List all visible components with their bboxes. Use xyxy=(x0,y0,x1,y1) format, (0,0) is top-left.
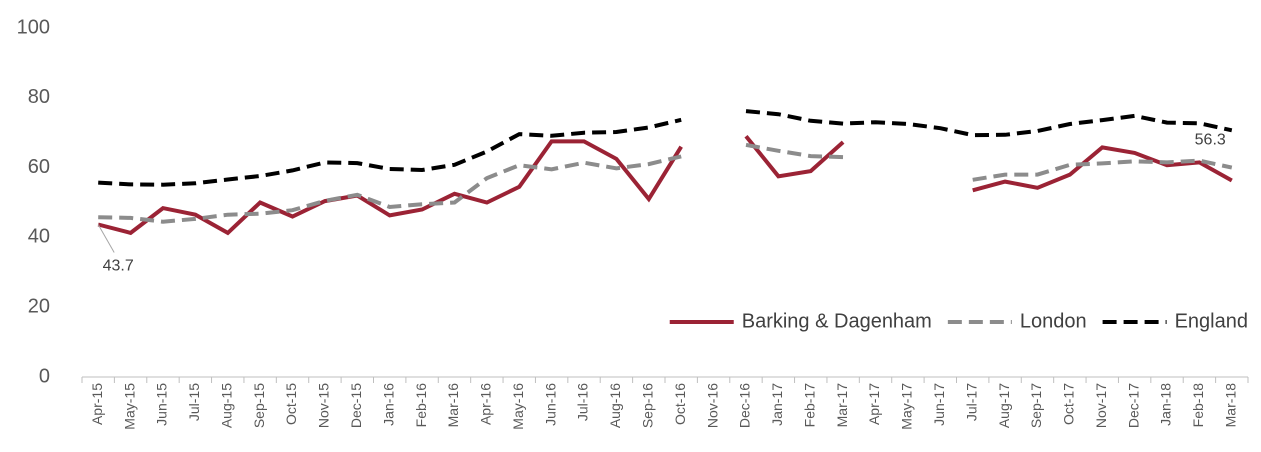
leader-line xyxy=(97,224,115,253)
x-tick-label: Sep-15 xyxy=(251,383,267,428)
x-tick-label: Jun-16 xyxy=(542,383,558,426)
x-tick-label: Dec-15 xyxy=(348,383,364,428)
x-tick-label: Mar-17 xyxy=(834,383,850,428)
x-tick-label: Jan-17 xyxy=(769,383,785,426)
x-tick-label: Jul-15 xyxy=(186,383,202,421)
x-tick-label: Oct-16 xyxy=(672,383,688,425)
y-tick-label: 60 xyxy=(28,156,50,178)
x-tick-label: Jun-17 xyxy=(931,383,947,426)
x-tick-label: Apr-15 xyxy=(89,383,105,425)
x-tick-label: May-15 xyxy=(121,383,137,430)
x-tick-label: Apr-16 xyxy=(478,383,494,425)
series-line xyxy=(98,109,1233,187)
x-tick-label: Aug-15 xyxy=(218,383,234,428)
y-tick-label: 80 xyxy=(28,86,50,108)
series-line xyxy=(98,142,1233,224)
y-tick-label: 40 xyxy=(28,226,50,248)
x-tick-label: Jul-17 xyxy=(963,383,979,421)
x-tick-label: Aug-17 xyxy=(996,383,1012,428)
legend-label: England xyxy=(1175,310,1248,332)
x-tick-label: Jul-16 xyxy=(575,383,591,421)
legend-label: Barking & Dagenham xyxy=(742,310,932,332)
x-tick-label: Aug-16 xyxy=(607,383,623,428)
data-label: 56.3 xyxy=(1195,132,1226,149)
x-tick-label: Feb-18 xyxy=(1190,383,1206,428)
x-tick-label: Oct-17 xyxy=(1061,383,1077,425)
x-tick-label: May-17 xyxy=(899,383,915,430)
y-tick-label: 20 xyxy=(28,295,50,317)
x-tick-label: Nov-15 xyxy=(316,383,332,428)
y-tick-label: 0 xyxy=(39,365,50,387)
x-tick-label: Jun-15 xyxy=(154,383,170,426)
x-tick-label: Sep-16 xyxy=(640,383,656,428)
x-tick-label: Jan-16 xyxy=(380,383,396,426)
x-tick-label: May-16 xyxy=(510,383,526,430)
x-tick-label: Apr-17 xyxy=(866,383,882,425)
x-tick-label: Sep-17 xyxy=(1028,383,1044,428)
x-tick-label: Dec-16 xyxy=(737,383,753,428)
x-tick-label: Feb-17 xyxy=(801,383,817,428)
legend-label: London xyxy=(1020,310,1087,332)
x-tick-label: Mar-16 xyxy=(445,383,461,428)
data-label: 43.7 xyxy=(103,258,134,275)
x-tick-label: Nov-16 xyxy=(704,383,720,428)
x-tick-label: Oct-15 xyxy=(283,383,299,425)
x-tick-label: Jan-18 xyxy=(1158,383,1174,426)
x-tick-label: Nov-17 xyxy=(1093,383,1109,428)
x-tick-label: Mar-18 xyxy=(1223,383,1239,428)
y-tick-label: 100 xyxy=(17,16,50,38)
x-tick-label: Feb-16 xyxy=(413,383,429,428)
series-line xyxy=(97,134,1233,236)
x-tick-label: Dec-17 xyxy=(1125,383,1141,428)
